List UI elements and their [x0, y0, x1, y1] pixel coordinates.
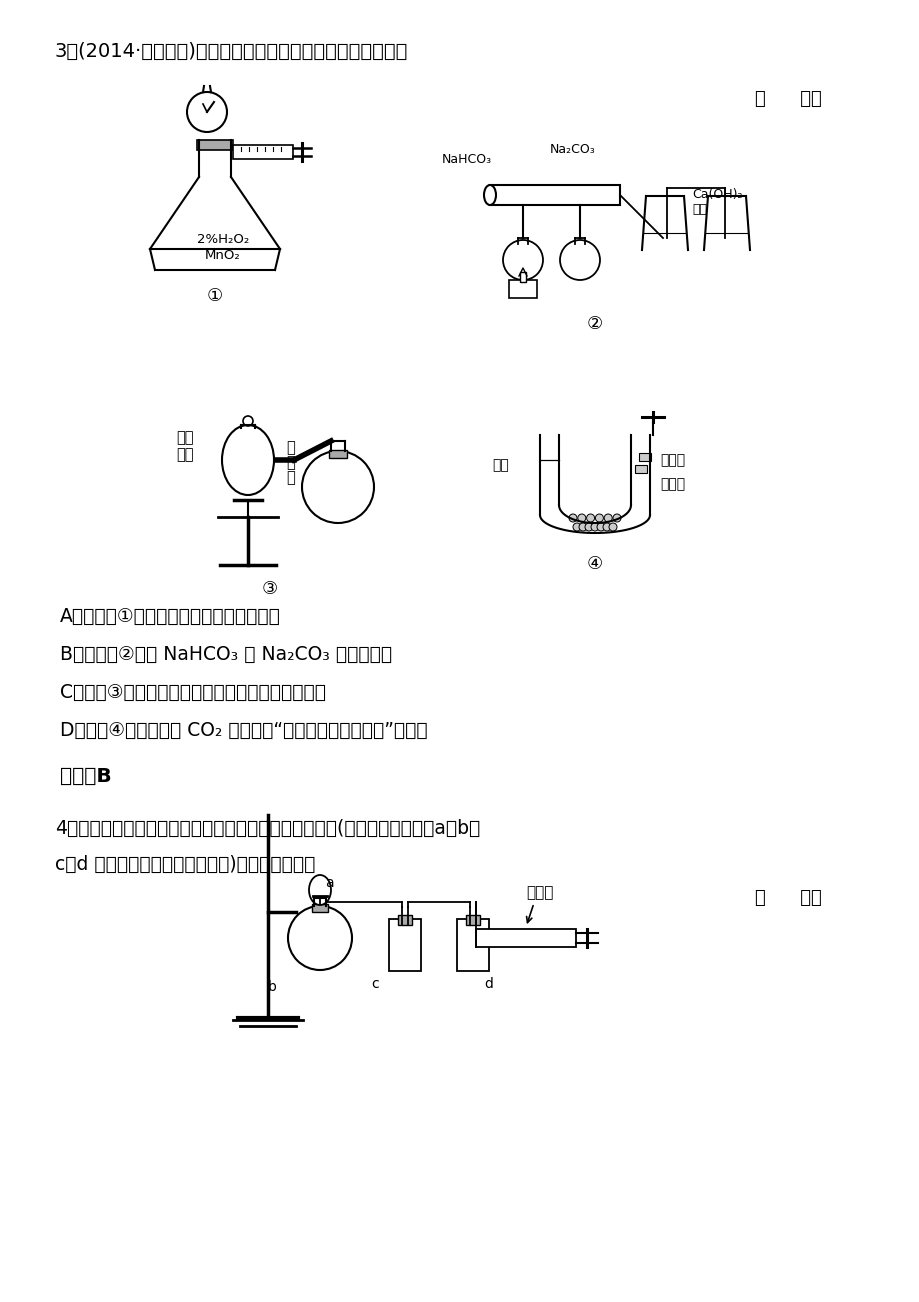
Text: b: b [267, 980, 277, 993]
Text: c: c [370, 976, 379, 991]
Bar [197, 141, 233, 150]
Bar [457, 919, 489, 971]
Circle shape [573, 523, 581, 531]
Text: Ca(OH)₂: Ca(OH)₂ [691, 187, 742, 201]
Text: 橡: 橡 [286, 440, 294, 454]
Text: 盐酸: 盐酸 [492, 458, 508, 473]
Bar [389, 919, 421, 971]
Circle shape [288, 906, 352, 970]
Text: NaHCO₃: NaHCO₃ [441, 154, 492, 165]
Circle shape [596, 523, 605, 531]
Bar [466, 915, 480, 924]
Text: c、d 表示相应仓器中加入的试剂)。其中正确的是: c、d 表示相应仓器中加入的试剂)。其中正确的是 [55, 855, 315, 874]
Text: Na₂CO₃: Na₂CO₃ [550, 143, 596, 156]
Text: ①: ① [207, 286, 222, 305]
Circle shape [577, 514, 585, 522]
Text: 胶: 胶 [286, 454, 294, 470]
Text: ④: ④ [586, 555, 603, 573]
Text: （      ）。: （ ）。 [754, 889, 821, 907]
Text: 溶液: 溶液 [691, 203, 706, 216]
Text: A．用装置①测量生成氧气的化学反应速率: A．用装置①测量生成氧气的化学反应速率 [60, 607, 280, 626]
Text: ③: ③ [262, 579, 278, 598]
Circle shape [590, 523, 598, 531]
Ellipse shape [221, 424, 274, 495]
Bar [490, 185, 619, 204]
Text: C．装置③中分液漏斗内的液体可顺利加入蔕馏烧瓶: C．装置③中分液漏斗内的液体可顺利加入蔕馏烧瓶 [60, 684, 325, 702]
Circle shape [612, 514, 620, 522]
Circle shape [608, 523, 617, 531]
Text: 答案　B: 答案 B [60, 767, 111, 786]
Text: （      ）。: （ ）。 [754, 90, 821, 108]
Text: D．装置④可实现制取 CO₂ 实验中的“即关即止，即开即用”的作用: D．装置④可实现制取 CO₂ 实验中的“即关即止，即开即用”的作用 [60, 721, 427, 740]
Text: MnO₂: MnO₂ [205, 249, 241, 262]
Circle shape [187, 92, 227, 132]
Ellipse shape [483, 185, 495, 204]
Text: 4．用如图所示装置制取表格中的四种干燥、纯净的气体(必要时可以加热；a、b、: 4．用如图所示装置制取表格中的四种干燥、纯净的气体(必要时可以加热；a、b、 [55, 819, 480, 838]
Circle shape [560, 240, 599, 280]
Ellipse shape [309, 875, 331, 905]
Circle shape [584, 523, 593, 531]
Text: 漏斗: 漏斗 [176, 447, 193, 462]
Text: B．用装置②比较 NaHCO₃ 和 Na₂CO₃ 的热稳定性: B．用装置②比较 NaHCO₃ 和 Na₂CO₃ 的热稳定性 [60, 644, 391, 664]
Circle shape [301, 450, 374, 523]
Circle shape [568, 514, 576, 522]
Circle shape [604, 514, 611, 522]
Text: 玻璃珠: 玻璃珠 [659, 477, 685, 491]
Circle shape [578, 523, 586, 531]
Text: 注射器: 注射器 [526, 885, 552, 900]
Bar [312, 904, 328, 911]
Bar [233, 145, 292, 159]
Text: 3．(2014·揭阳统考)利用下列实验装置不能完成相应实验的是: 3．(2014·揭阳统考)利用下列实验装置不能完成相应实验的是 [55, 42, 408, 61]
Circle shape [595, 514, 603, 522]
Text: 分液: 分液 [176, 430, 193, 445]
Bar [329, 450, 346, 458]
Bar [508, 280, 537, 298]
Bar [519, 272, 526, 283]
Text: d: d [483, 976, 493, 991]
Text: 管: 管 [286, 470, 294, 486]
Bar [634, 465, 646, 473]
Text: ②: ② [586, 315, 603, 333]
Circle shape [586, 514, 594, 522]
Bar [475, 930, 575, 947]
Text: 2%H₂O₂: 2%H₂O₂ [197, 233, 249, 246]
Circle shape [602, 523, 610, 531]
Bar [639, 453, 651, 461]
Circle shape [243, 417, 253, 426]
Circle shape [503, 240, 542, 280]
Text: a: a [324, 876, 334, 891]
Text: 大理石: 大理石 [659, 453, 685, 467]
Bar [398, 915, 412, 924]
